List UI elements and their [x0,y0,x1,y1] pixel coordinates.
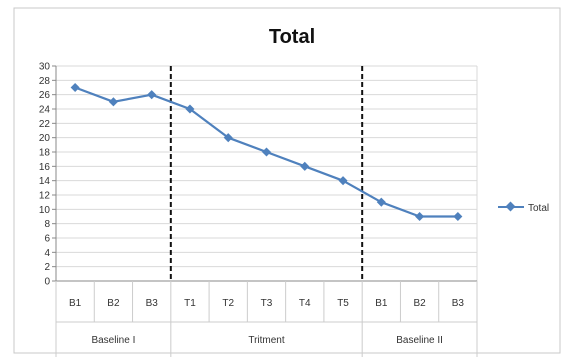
legend: Total [498,201,549,214]
x-category-label-9: B1 [375,298,388,309]
y-tick-label-2: 2 [44,262,50,273]
x-category-label-4: T1 [184,298,196,309]
x-category-label-2: B2 [107,298,120,309]
x-group-label-3: Baseline II [396,335,443,346]
data-point-3 [147,90,157,100]
data-point-8 [338,176,348,186]
x-category-label-10: B2 [413,298,426,309]
x-category-label-5: T2 [222,298,234,309]
data-point-4 [185,104,195,114]
y-tick-label-12: 12 [39,191,51,202]
x-group-label-2: Tritment [248,335,285,346]
y-tick-label-14: 14 [39,176,51,187]
x-group-label-1: Baseline I [91,335,135,346]
y-tick-label-4: 4 [44,248,50,259]
axes [52,65,478,357]
x-category-label-1: B1 [69,298,82,309]
y-tick-label-8: 8 [44,219,50,230]
series-lines [70,82,463,222]
y-tick-label-18: 18 [39,148,51,159]
y-tick-label-0: 0 [44,277,50,288]
y-tick-label-10: 10 [39,205,51,216]
y-tick-label-22: 22 [39,119,51,130]
x-group-labels: Baseline I Tritment Baseline II [91,335,442,346]
x-category-labels: B1 B2 B3 T1 T2 T3 T4 T5 B1 B2 B3 [69,298,464,309]
x-category-label-8: T5 [337,298,349,309]
x-category-label-7: T4 [299,298,311,309]
y-tick-label-30: 30 [39,62,51,73]
y-tick-label-16: 16 [39,162,51,173]
y-tick-label-6: 6 [44,234,50,245]
data-point-2 [108,97,118,107]
x-category-label-3: B3 [146,298,159,309]
y-tick-label-28: 28 [39,76,51,87]
y-tick-label-26: 26 [39,90,51,101]
data-point-1 [70,82,80,93]
chart-title: Total [269,26,315,48]
y-tick-label-20: 20 [39,133,51,144]
y-tick-label-24: 24 [39,105,51,116]
legend-label-total: Total [528,203,549,214]
data-point-5 [223,133,233,143]
x-category-label-11: B3 [452,298,465,309]
x-category-label-6: T3 [261,298,273,309]
legend-marker [505,201,516,212]
data-point-9 [376,197,386,207]
